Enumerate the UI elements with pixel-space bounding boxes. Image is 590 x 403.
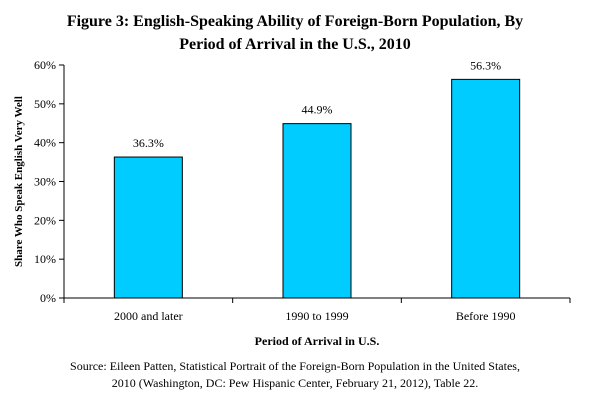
x-tick-label: 2000 and later — [114, 309, 183, 323]
y-tick-label: 40% — [34, 136, 56, 150]
data-label: 44.9% — [302, 103, 333, 117]
y-tick-label: 30% — [34, 175, 56, 189]
x-tick-label: Before 1990 — [456, 309, 516, 323]
chart-title-line-2: Period of Arrival in the U.S., 2010 — [179, 36, 411, 53]
x-tick-label: 1990 to 1999 — [285, 309, 348, 323]
bar — [113, 156, 183, 299]
chart-title-line-1: Figure 3: English-Speaking Ability of Fo… — [66, 13, 524, 30]
source-line-1: Source: Eileen Patten, Statistical Portr… — [70, 359, 520, 373]
chart-title: Figure 3: English-Speaking Ability of Fo… — [0, 10, 590, 56]
y-tick-label: 20% — [34, 213, 56, 227]
source-line-2: 2010 (Washington, DC: Pew Hispanic Cente… — [111, 376, 479, 390]
x-axis-title: Period of Arrival in U.S. — [255, 334, 380, 348]
bar — [282, 123, 352, 299]
y-tick-label: 10% — [34, 252, 56, 266]
y-tick-label: 0% — [40, 291, 56, 305]
bar — [451, 78, 521, 299]
data-label: 56.3% — [470, 58, 501, 72]
y-tick-label: 60% — [34, 58, 56, 72]
source-note: Source: Eileen Patten, Statistical Portr… — [0, 358, 590, 392]
y-axis-title: Share Who Speak English Very Well — [13, 96, 25, 267]
data-label: 36.3% — [133, 136, 164, 150]
y-tick-label: 50% — [34, 97, 56, 111]
